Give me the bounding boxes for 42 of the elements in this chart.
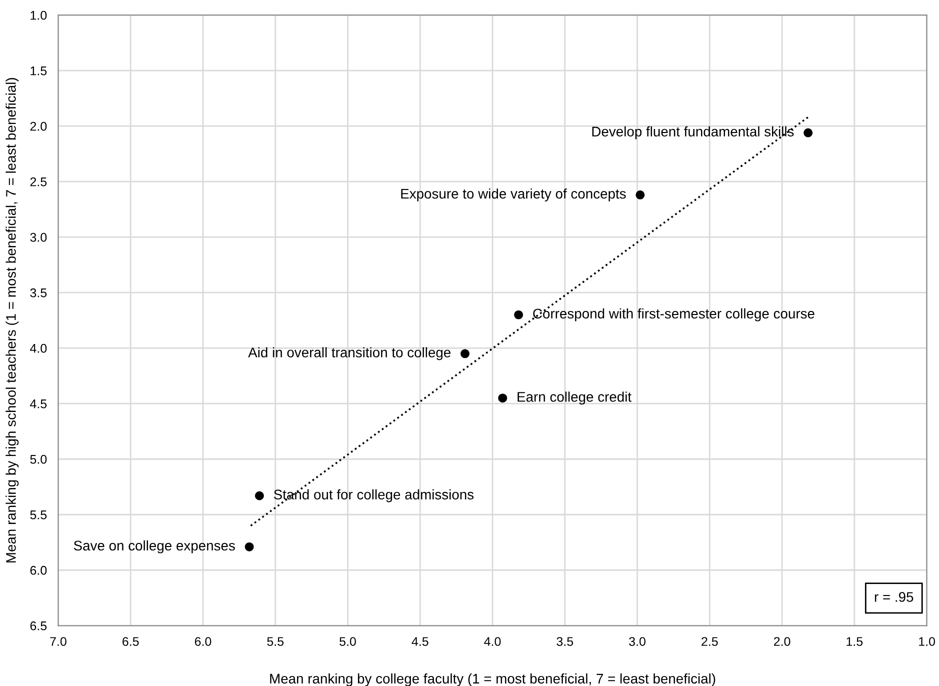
x-tick-label: 4.5	[412, 637, 428, 646]
y-tick-label: 5.0	[30, 454, 47, 464]
annotation: Earn college credit	[518, 392, 632, 405]
point	[514, 310, 524, 320]
y-tick-label: 6.0	[30, 566, 47, 575]
annotation: Correspond with first-semester college course	[533, 308, 814, 322]
y-tick-label: 4.0	[30, 344, 47, 353]
point	[804, 128, 813, 138]
x-tick-label: 3.5	[556, 637, 574, 646]
x-tick-label: 4.0	[484, 637, 501, 646]
y-tick-label: 3.5	[30, 288, 47, 298]
y-tick-label: 4.5	[30, 400, 47, 408]
x-tick-label: 1.5	[846, 637, 863, 646]
y-tick-label: 6.5	[30, 621, 47, 630]
x-tick-label: 2.0	[774, 637, 790, 646]
y-tick-label: 1.0	[30, 10, 47, 20]
point	[460, 349, 470, 358]
point	[254, 491, 264, 500]
y-tick-label: 2.0	[30, 122, 47, 131]
x-tick-label: 6.0	[194, 637, 212, 646]
x-tick-label: 5.5	[267, 637, 284, 646]
x-tick-label: 3.0	[629, 637, 646, 646]
y-axis-title: Mean ranking by high school teachers (1 = most beneficial, 7 = least beneficial)	[6, 78, 19, 562]
y-tick-label: 2.5	[30, 177, 47, 186]
x-tick-label: 5.0	[340, 637, 356, 646]
y-tick-label: 1.5	[30, 66, 47, 76]
x-tick-label: 6.5	[122, 637, 139, 646]
annotation: r = .95	[874, 592, 914, 602]
x-tick-label: 2.5	[702, 637, 718, 646]
y-tick-label: 3.0	[30, 232, 47, 242]
point	[636, 190, 645, 200]
x-tick-label: 7.0	[50, 637, 66, 646]
point	[244, 542, 254, 552]
annotation: Stand out for college admissions	[274, 489, 474, 502]
annotation: Exposure to wide variety of concepts	[401, 188, 626, 202]
x-axis-title: Mean ranking by college faculty (1 = most beneficial, 7 = least beneficial)	[270, 673, 716, 686]
annotation: Develop fluent fundamental skills	[592, 126, 794, 140]
y-tick-label: 5.5	[30, 510, 47, 520]
x-tick-label: 1.0	[919, 637, 935, 646]
annotation: Save on college expenses	[74, 540, 235, 554]
annotation: Aid in overall transition to college	[248, 347, 451, 360]
point	[498, 394, 508, 403]
